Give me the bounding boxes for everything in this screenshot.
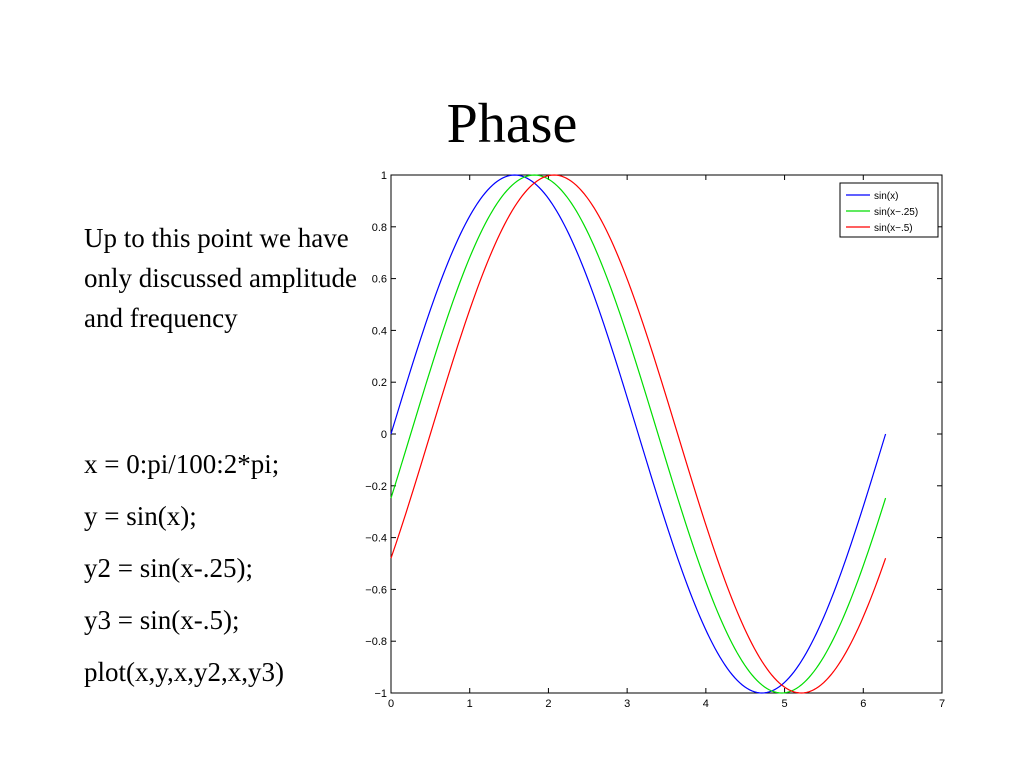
code-line: plot(x,y,x,y2,x,y3) bbox=[84, 657, 284, 687]
y-tick-label: −1 bbox=[374, 688, 387, 700]
legend-box bbox=[839, 182, 939, 238]
plot-frame bbox=[390, 174, 943, 694]
x-tick-label: 1 bbox=[467, 698, 473, 710]
code-line: x = 0:pi/100:2*pi; bbox=[84, 449, 280, 479]
x-tick-label: 3 bbox=[624, 698, 630, 710]
y-tick-label: 1 bbox=[381, 170, 387, 182]
y-tick-label: 0 bbox=[381, 429, 387, 441]
y-tick-label: 0.2 bbox=[372, 377, 387, 389]
legend-label: sin(x−.25) bbox=[874, 207, 918, 218]
y-tick-label: −0.6 bbox=[365, 584, 387, 596]
y-tick-label: 0.4 bbox=[372, 325, 387, 337]
series-line bbox=[390, 174, 887, 694]
code-listing: x = 0:pi/100:2*pi; y = sin(x); y2 = sin(… bbox=[84, 438, 374, 698]
y-tick-label: −0.4 bbox=[365, 533, 387, 545]
series-line bbox=[390, 174, 887, 694]
x-tick-label: 6 bbox=[860, 698, 866, 710]
legend-label: sin(x) bbox=[874, 191, 898, 202]
phase-chart: 0 1 2 3 4 5 6 7 −1 −0.8 −0.6 −0.4 −0.2 0 0.2 0.4 0.6 0.8 1… bbox=[365, 170, 945, 710]
x-tick-label: 2 bbox=[545, 698, 551, 710]
x-tick-label: 5 bbox=[782, 698, 788, 710]
code-line: y = sin(x); bbox=[84, 501, 197, 531]
y-tick-label: −0.8 bbox=[365, 636, 387, 648]
series-line bbox=[390, 174, 887, 694]
y-tick-label: 0.8 bbox=[372, 222, 387, 234]
y-tick-label: −0.2 bbox=[365, 481, 387, 493]
y-tick-label: 0.6 bbox=[372, 274, 387, 286]
x-tick-label: 4 bbox=[703, 698, 709, 710]
code-line: y3 = sin(x-.5); bbox=[84, 605, 240, 635]
x-tick-label: 7 bbox=[939, 698, 945, 710]
legend-label: sin(x−.5) bbox=[874, 223, 913, 234]
intro-text: Up to this point we have only discussed … bbox=[84, 223, 357, 333]
x-tick-label: 0 bbox=[388, 698, 394, 710]
slide-title: Phase bbox=[446, 93, 578, 155]
code-line: y2 = sin(x-.25); bbox=[84, 553, 253, 583]
